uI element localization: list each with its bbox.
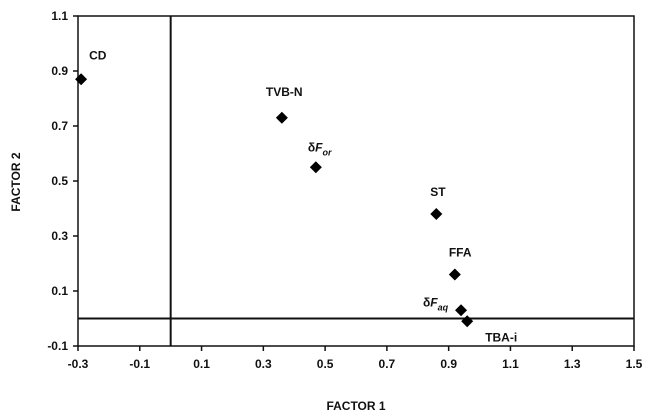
data-point-label: TBA-i <box>485 330 517 344</box>
x-tick-label: 1.5 <box>626 357 643 371</box>
x-axis-title: FACTOR 1 <box>326 399 385 413</box>
y-tick-label: 0.7 <box>51 119 68 133</box>
plot-frame <box>77 15 635 347</box>
x-tick-label: 0.3 <box>255 357 272 371</box>
y-tick-label: 1.1 <box>51 9 68 23</box>
data-point-marker <box>455 304 468 317</box>
y-tick-label: 0.3 <box>51 229 68 243</box>
data-point-label: FFA <box>449 246 472 260</box>
x-tick-label: 1.3 <box>564 357 581 371</box>
y-tick-label: -0.1 <box>47 339 68 353</box>
data-point-marker <box>430 208 443 220</box>
data-point-label: ST <box>430 185 446 199</box>
y-tick-label: 0.9 <box>51 64 68 78</box>
reference-lines <box>78 16 634 346</box>
x-tick-label: 0.1 <box>193 357 210 371</box>
data-point-marker <box>461 315 474 328</box>
x-tick-label: 0.9 <box>440 357 457 371</box>
y-tick-label: 0.1 <box>51 284 68 298</box>
data-point-label: CD <box>89 48 107 62</box>
data-point-marker <box>309 161 322 174</box>
x-tick-label: 0.5 <box>317 357 334 371</box>
x-tick-label: -0.3 <box>68 357 89 371</box>
x-axis-ticks: -0.3 -0.1 0.1 0.3 0.5 0.7 0.9 1.1 1.3 1.5 <box>68 346 643 371</box>
x-tick-label: 1.1 <box>502 357 519 371</box>
data-point-marker <box>75 73 88 86</box>
y-axis-title: FACTOR 2 <box>9 152 23 211</box>
x-tick-label: 0.7 <box>379 357 396 371</box>
data-points: CD TVB-N δFor ST FFA δFaq TBA-i <box>75 48 517 344</box>
data-point-marker <box>275 111 288 124</box>
y-axis-ticks: 1.1 0.9 0.7 0.5 0.3 0.1 -0.1 <box>47 9 78 353</box>
x-tick-label: -0.1 <box>129 357 150 371</box>
data-point-label: δFor <box>308 140 332 157</box>
data-point-label: δFaq <box>423 295 449 312</box>
data-point-label: TVB-N <box>266 85 303 99</box>
data-point-marker <box>448 268 461 281</box>
y-tick-label: 0.5 <box>51 174 68 188</box>
